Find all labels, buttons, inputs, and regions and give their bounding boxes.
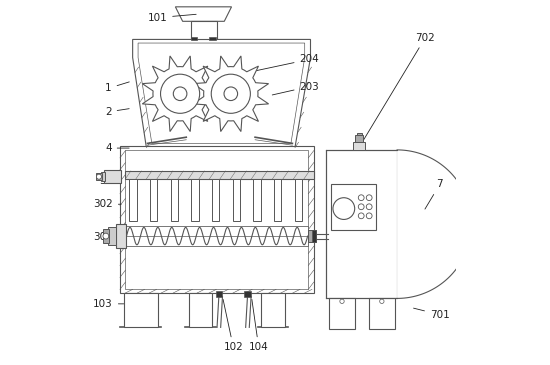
- Circle shape: [161, 74, 200, 113]
- Circle shape: [103, 233, 109, 239]
- Bar: [191, 179, 199, 220]
- Bar: [125, 171, 314, 179]
- Bar: [150, 179, 157, 220]
- Bar: [212, 179, 219, 220]
- Bar: [216, 291, 222, 297]
- Text: 1: 1: [105, 82, 129, 93]
- Text: 104: 104: [249, 299, 268, 352]
- Bar: [307, 230, 316, 242]
- Bar: [329, 299, 355, 329]
- Bar: [353, 142, 365, 150]
- Bar: [101, 172, 106, 181]
- Text: 103: 103: [93, 299, 124, 309]
- Text: 304: 304: [93, 232, 118, 242]
- Bar: [96, 173, 102, 180]
- Bar: [295, 179, 302, 220]
- Circle shape: [211, 74, 250, 113]
- Text: 302: 302: [93, 199, 121, 209]
- Bar: [274, 179, 281, 220]
- Bar: [327, 150, 397, 299]
- Bar: [116, 224, 127, 248]
- Polygon shape: [193, 56, 268, 131]
- Bar: [125, 150, 309, 289]
- Bar: [129, 179, 136, 220]
- Text: 7: 7: [425, 179, 443, 209]
- Text: 102: 102: [223, 299, 243, 352]
- Bar: [191, 37, 197, 40]
- Bar: [369, 299, 394, 329]
- Text: 101: 101: [147, 13, 196, 23]
- Bar: [120, 146, 314, 293]
- Text: 2: 2: [105, 107, 129, 117]
- Bar: [356, 132, 361, 135]
- Text: 701: 701: [414, 308, 450, 320]
- Polygon shape: [175, 7, 232, 21]
- Bar: [108, 227, 117, 245]
- Circle shape: [173, 87, 187, 100]
- Bar: [312, 230, 316, 242]
- Bar: [170, 179, 178, 220]
- Bar: [209, 37, 216, 40]
- Bar: [331, 184, 376, 230]
- Polygon shape: [142, 56, 218, 131]
- Text: 3: 3: [100, 176, 117, 186]
- Text: 4: 4: [105, 143, 129, 153]
- Bar: [244, 291, 251, 297]
- Bar: [124, 293, 158, 327]
- Bar: [125, 226, 309, 246]
- Bar: [233, 179, 240, 220]
- Bar: [103, 170, 121, 183]
- Polygon shape: [133, 39, 311, 148]
- Polygon shape: [397, 150, 471, 299]
- Bar: [261, 293, 285, 327]
- Bar: [191, 21, 217, 39]
- Text: 702: 702: [364, 32, 435, 140]
- Bar: [355, 135, 363, 142]
- Bar: [103, 229, 109, 243]
- Circle shape: [224, 87, 238, 100]
- Text: 204: 204: [227, 54, 320, 77]
- Text: 203: 203: [272, 81, 320, 95]
- Bar: [189, 293, 212, 327]
- Bar: [253, 179, 261, 220]
- Circle shape: [96, 174, 102, 179]
